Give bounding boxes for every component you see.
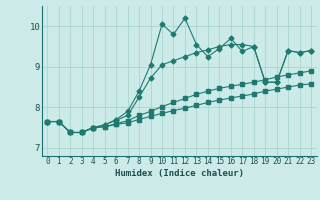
X-axis label: Humidex (Indice chaleur): Humidex (Indice chaleur): [115, 169, 244, 178]
